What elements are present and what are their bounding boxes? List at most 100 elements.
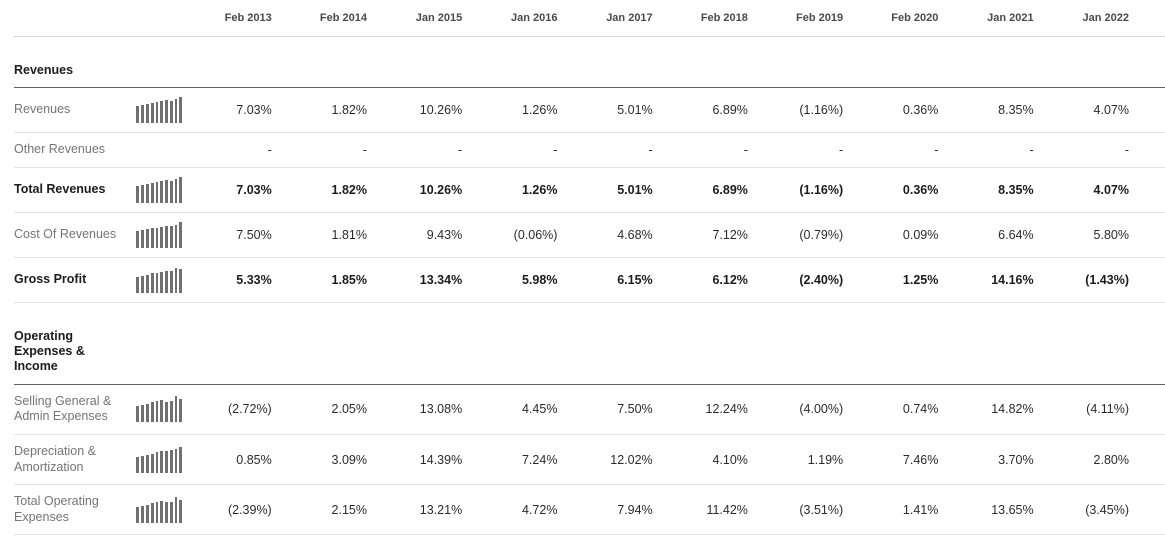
value-cell: (1.16%) — [783, 87, 880, 134]
value-cell: 8.35% — [974, 167, 1070, 213]
value-cell: 14.17% — [402, 534, 499, 541]
column-header-period: Feb 2018 — [688, 0, 784, 37]
value-cell: - — [688, 132, 784, 168]
sparkline-bar — [160, 271, 164, 293]
column-header-period: Feb 2013 — [212, 0, 308, 37]
column-header-period: Jan 2022 — [1069, 0, 1165, 37]
table-row: Gross Profit 5.33% 1.85% 13.34% 5.98% 6.15% 6.… — [14, 257, 1165, 303]
sparkline-bar — [141, 184, 144, 203]
value-cell: 7.46% — [879, 434, 975, 486]
sparkline-bar — [136, 185, 140, 203]
sparkline-bar — [136, 456, 140, 473]
table-row: Total Operating Expenses (2.39%) 2.15% 13.2… — [14, 484, 1165, 536]
value-cell: - — [402, 132, 499, 168]
row-label: Revenues — [14, 87, 137, 134]
sparkline-bar — [179, 221, 183, 248]
row-label: Selling General & Admin Expenses — [14, 384, 137, 435]
column-header-period: Feb 2014 — [307, 0, 403, 37]
sparkline-bar — [174, 178, 178, 203]
value-cell: 1.19% — [783, 434, 880, 486]
sparkline-bar — [155, 401, 159, 423]
sparkline-bar — [174, 267, 178, 293]
sparkline-bar — [179, 97, 183, 124]
value-cell: (0.19%) — [879, 534, 975, 541]
table-row: Total Revenues 7.03% 1.82% 10.26% 1.26% 5.01%… — [14, 167, 1165, 213]
value-cell: 1.25% — [879, 257, 975, 303]
sparkline-bar — [155, 501, 159, 523]
sparkline-bar — [150, 103, 154, 124]
value-cell: 6.15% — [593, 257, 689, 303]
sparkline-bar — [165, 402, 168, 423]
sparkline-bar — [155, 272, 159, 293]
value-cell: 5.33% — [212, 257, 308, 303]
value-cell: 16.67% — [1069, 534, 1165, 541]
table-row: Operating Income 111.56%(0.07%)14.17%14.1… — [14, 534, 1165, 541]
sparkline-bar — [141, 105, 144, 124]
value-cell: - — [593, 132, 689, 168]
sparkline-bar — [150, 227, 154, 248]
sparkline-bar — [174, 99, 178, 124]
value-cell: 7.12% — [688, 212, 784, 258]
value-cell: (0.79%) — [783, 212, 880, 258]
header-label-spacer — [14, 0, 137, 37]
value-cell: 0.74% — [879, 384, 975, 435]
sparkline-cell — [136, 434, 213, 486]
sparkline-bar — [145, 228, 149, 248]
value-cell: (4.00%) — [783, 384, 880, 435]
value-cell: 18.97% — [974, 534, 1070, 541]
value-cell: (0.07%) — [307, 534, 403, 541]
value-cell: 1.41% — [879, 484, 975, 536]
sparkline-bar — [165, 179, 168, 203]
column-header-period: Jan 2016 — [498, 0, 594, 37]
value-cell: - — [783, 132, 880, 168]
sparkline-chart — [136, 396, 184, 423]
sparkline-bar — [179, 268, 183, 293]
sparkline-bar — [155, 181, 159, 203]
sparkline-bar — [150, 182, 154, 203]
column-header-period: Feb 2019 — [783, 0, 880, 37]
value-cell: 7.94% — [593, 484, 689, 536]
sparkline-bar — [145, 504, 149, 523]
value-cell: 7.03% — [212, 87, 308, 134]
value-cell: 4.10% — [688, 434, 784, 486]
value-cell: 1.82% — [307, 167, 403, 213]
sparkline-bar — [155, 227, 159, 248]
value-cell: (2.72%) — [212, 384, 308, 435]
sparkline-bar — [165, 501, 168, 523]
value-cell: 3.70% — [974, 434, 1070, 486]
value-cell: 7.03% — [212, 167, 308, 213]
value-cell: 14.82% — [974, 384, 1070, 435]
row-label: Operating Income — [14, 534, 137, 541]
sparkline-chart — [136, 221, 184, 248]
sparkline-bar — [145, 404, 149, 423]
sparkline-bar — [179, 499, 183, 523]
sparkline-bar — [165, 225, 168, 248]
value-cell: 14.16% — [974, 257, 1070, 303]
value-cell: - — [974, 132, 1070, 168]
sparkline-cell — [136, 87, 213, 134]
value-cell: 14.11% — [498, 534, 594, 541]
table-row: Selling General & Admin Expenses (2.72%) 2… — [14, 384, 1165, 435]
sparkline-chart — [136, 267, 184, 293]
sparkline-bar — [136, 506, 140, 523]
column-header-period: Feb 2020 — [879, 0, 975, 37]
sparkline-bar — [150, 453, 154, 473]
financials-growth-table: Feb 2013 Feb 2014 Jan 2015 Jan 2016 Jan 2017… — [14, 0, 1165, 541]
sparkline-bar — [174, 224, 178, 248]
value-cell: (2.40%) — [783, 257, 880, 303]
section-title: Revenues — [14, 36, 137, 89]
value-cell: 5.98% — [498, 257, 594, 303]
column-header-period: Jan 2017 — [593, 0, 689, 37]
value-cell: (1.43%) — [1069, 257, 1165, 303]
value-cell: 3.09% — [307, 434, 403, 486]
value-cell: 1.26% — [498, 167, 594, 213]
value-cell: 9.43% — [402, 212, 499, 258]
sparkline-bar — [165, 270, 168, 293]
sparkline-cell — [136, 167, 213, 213]
sparkline-bar — [141, 275, 144, 293]
column-header-period: Jan 2021 — [974, 0, 1070, 37]
section-header-row: Revenues — [14, 36, 1165, 89]
value-cell: - — [879, 132, 975, 168]
value-cell: - — [498, 132, 594, 168]
value-cell: 5.01% — [593, 167, 689, 213]
